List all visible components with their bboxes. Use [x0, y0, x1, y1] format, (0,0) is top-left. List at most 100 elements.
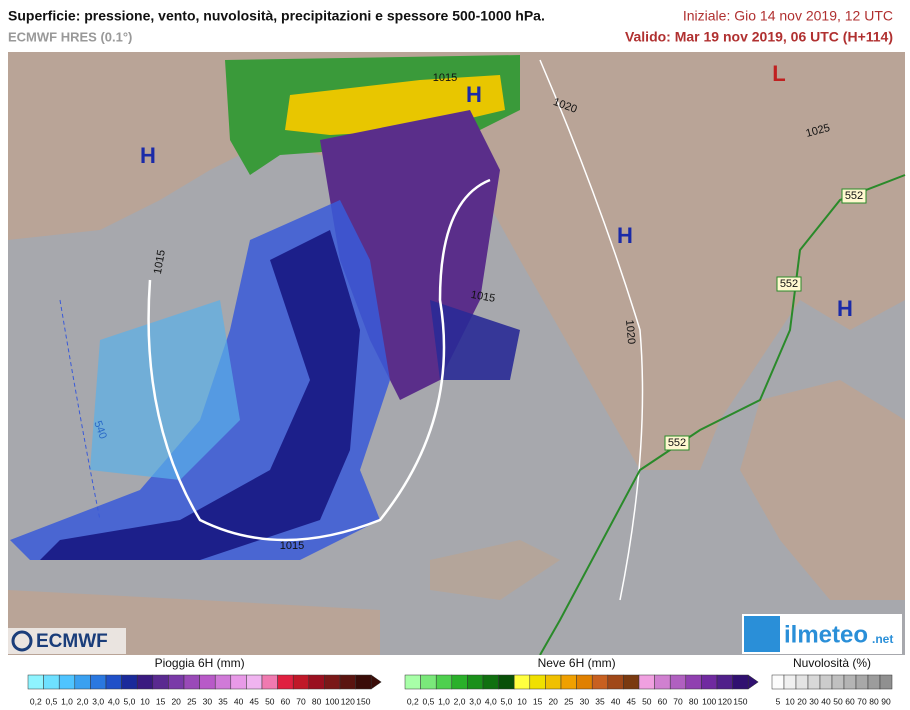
legend-tick: 0,5 [422, 696, 434, 706]
legend-swatch [339, 674, 356, 690]
legend-tick: 35 [218, 696, 228, 706]
legend-tick: 50 [642, 696, 652, 706]
legend-tick: 4,0 [485, 696, 497, 706]
legend-swatch [560, 674, 577, 690]
legend-title: Neve 6H (mm) [538, 656, 616, 670]
thickness-label: 540 [91, 419, 109, 440]
legend-swatch [819, 674, 833, 690]
legend-tick: 60 [281, 696, 291, 706]
legend-swatch [467, 674, 484, 690]
legend-swatch [451, 674, 468, 690]
pressure-center: H [617, 223, 633, 248]
ilmeteo-logo: ilmeteo .net [742, 614, 902, 654]
legend-arrow [747, 674, 759, 690]
legend-tick: 150 [733, 696, 747, 706]
legend-tick: 30 [809, 696, 819, 706]
isobar-label: 1015 [280, 540, 304, 552]
legend-tick: 100 [325, 696, 339, 706]
legend-tick: 0,5 [45, 696, 57, 706]
legend-tick: 70 [673, 696, 683, 706]
legend-swatch [669, 674, 687, 690]
pressure-center: L [772, 61, 785, 86]
legend-swatch [716, 674, 733, 690]
legend-swatch [529, 674, 546, 690]
legend-swatch [230, 674, 247, 690]
legend-tick: 60 [658, 696, 668, 706]
legend-swatch [43, 674, 60, 690]
legend-swatch [654, 674, 671, 690]
legend-tick: 90 [881, 696, 891, 706]
legend-swatch [623, 674, 640, 690]
legend-swatch [152, 674, 169, 690]
legend-tick: 15 [156, 696, 166, 706]
legend-tick: 3,0 [92, 696, 104, 706]
legend-tick: 15 [533, 696, 543, 706]
legend-tick: 40 [234, 696, 244, 706]
thickness-box [664, 435, 690, 451]
map-labels: HHHHL10151015101510151020102010255525525… [91, 61, 867, 552]
legend-swatch [58, 674, 76, 690]
title: Superficie: pressione, vento, nuvolosità… [8, 8, 545, 24]
legend-tick: 80 [689, 696, 699, 706]
thickness-label: 552 [668, 437, 686, 449]
thickness-label: 552 [845, 190, 863, 202]
legend-swatch [783, 674, 797, 690]
thickness-box [776, 276, 802, 292]
ecmwf-text: ECMWF [36, 631, 108, 652]
legend-tick: 120 [341, 696, 355, 706]
legend-tick: 5 [776, 696, 781, 706]
valid-time: Valido: Mar 19 nov 2019, 06 UTC (H+114) [625, 29, 893, 45]
legend-tick: 80 [312, 696, 322, 706]
legend-swatch [591, 674, 609, 690]
legend-arrow [370, 674, 382, 690]
legend-swatch [701, 674, 718, 690]
legend-tick: 1,0 [438, 696, 450, 706]
legend-swatch [404, 674, 421, 690]
ilmeteo-text: ilmeteo [784, 621, 868, 648]
legend-tick: 10 [785, 696, 795, 706]
legend-swatch [121, 674, 138, 690]
thickness-box [841, 188, 867, 204]
legend-tick: 35 [595, 696, 605, 706]
legend-tick: 50 [833, 696, 843, 706]
legend-swatch [214, 674, 232, 690]
legend-swatch [199, 674, 216, 690]
legend-tick: 120 [718, 696, 732, 706]
legend-tick: 20 [797, 696, 807, 706]
legend-swatch [855, 674, 869, 690]
legend-tick: 40 [821, 696, 831, 706]
legend-tick: 0,2 [407, 696, 419, 706]
legend-swatch [261, 674, 278, 690]
legend-tick: 25 [187, 696, 197, 706]
legend-swatch [292, 674, 310, 690]
legend-tick: 70 [296, 696, 306, 706]
legend-swatch [879, 674, 893, 690]
legend-tick: 50 [265, 696, 275, 706]
legend-tick: 5,0 [123, 696, 135, 706]
legend-tick: 150 [356, 696, 370, 706]
legend-swatch [513, 674, 531, 690]
legend-swatch [498, 674, 515, 690]
isobar-label: 1015 [152, 249, 168, 275]
legend-swatch [246, 674, 263, 690]
thickness-label: 552 [780, 278, 798, 290]
legend-swatch [843, 674, 857, 690]
legend-swatch [607, 674, 624, 690]
legend-swatch [576, 674, 593, 690]
legend-tick: 45 [626, 696, 636, 706]
legend-swatch [545, 674, 562, 690]
ecmwf-logo: ECMWF [8, 628, 126, 654]
legend-tick: 5,0 [500, 696, 512, 706]
legend: Pioggia 6H (mm)0,2 0,5 1,0 2,0 3,0 4,0 5,0 10 15… [0, 655, 910, 710]
map-area [8, 52, 906, 656]
legend-tick: 10 [140, 696, 150, 706]
init-time: Iniziale: Gio 14 nov 2019, 12 UTC [683, 8, 893, 24]
isobar-label: 1015 [470, 289, 496, 305]
legend-swatch [136, 674, 154, 690]
legend-tick: 1,0 [61, 696, 73, 706]
legend-swatch [90, 674, 107, 690]
legend-tick: 20 [548, 696, 558, 706]
legend-tick: 70 [857, 696, 867, 706]
legend-swatch [771, 674, 785, 690]
legend-tick: 100 [702, 696, 716, 706]
